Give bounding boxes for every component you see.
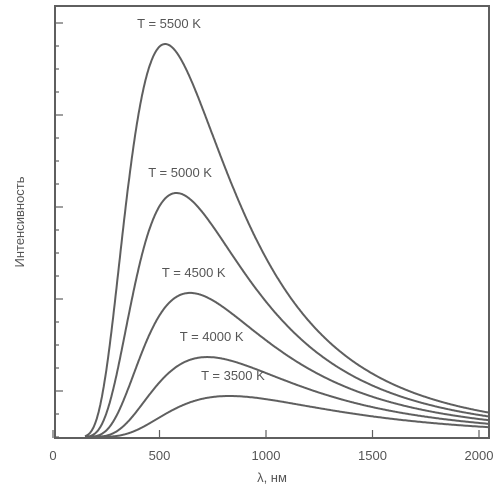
curve-label-5000: T = 5000 K (148, 165, 212, 180)
y-minor-ticks (55, 22, 63, 438)
curve-label-3500: T = 3500 K (201, 368, 265, 383)
curve-label-4000: T = 4000 K (180, 329, 244, 344)
curve-5500 (84, 43, 490, 438)
curve-3500 (85, 395, 489, 438)
curves-group (84, 43, 490, 438)
plot-frame (54, 5, 490, 439)
x-tick-label: 1000 (252, 448, 281, 463)
x-axis-label: λ, нм (257, 470, 287, 485)
x-tick-label: 500 (149, 448, 171, 463)
x-tick-label: 2000 (465, 448, 494, 463)
curve-4500 (85, 291, 490, 438)
curve-5000 (84, 192, 490, 438)
x-axis-ticks: 0 500 1000 1500 2000 (49, 430, 493, 463)
curve-4000 (85, 356, 490, 438)
curve-label-5500: T = 5500 K (137, 16, 201, 31)
x-tick-label: 1500 (358, 448, 387, 463)
x-tick-label: 0 (49, 448, 56, 463)
curve-label-4500: T = 4500 K (162, 265, 226, 280)
curve-labels-group: T = 5500 K T = 5000 K T = 4500 K T = 4000 K… (137, 16, 265, 383)
y-axis-label: Интенсивность (12, 176, 27, 267)
